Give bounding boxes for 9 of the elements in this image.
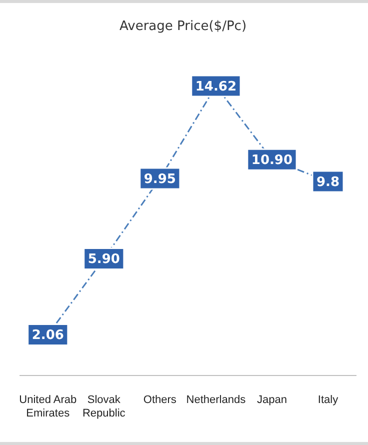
x-tick-label: Netherlands	[186, 394, 246, 406]
x-tick-label: Italy	[318, 394, 339, 406]
chart-title: Average Price($/Pc)	[119, 19, 247, 34]
x-tick-label: Others	[143, 394, 177, 406]
x-tick-label: United Arab Emirates	[19, 394, 77, 420]
x-tick-label: Japan	[256, 394, 287, 406]
x-tick-label: Slovak Republic	[82, 394, 126, 420]
data-label: 14.62	[195, 79, 237, 94]
data-label: 10.90	[251, 153, 293, 168]
